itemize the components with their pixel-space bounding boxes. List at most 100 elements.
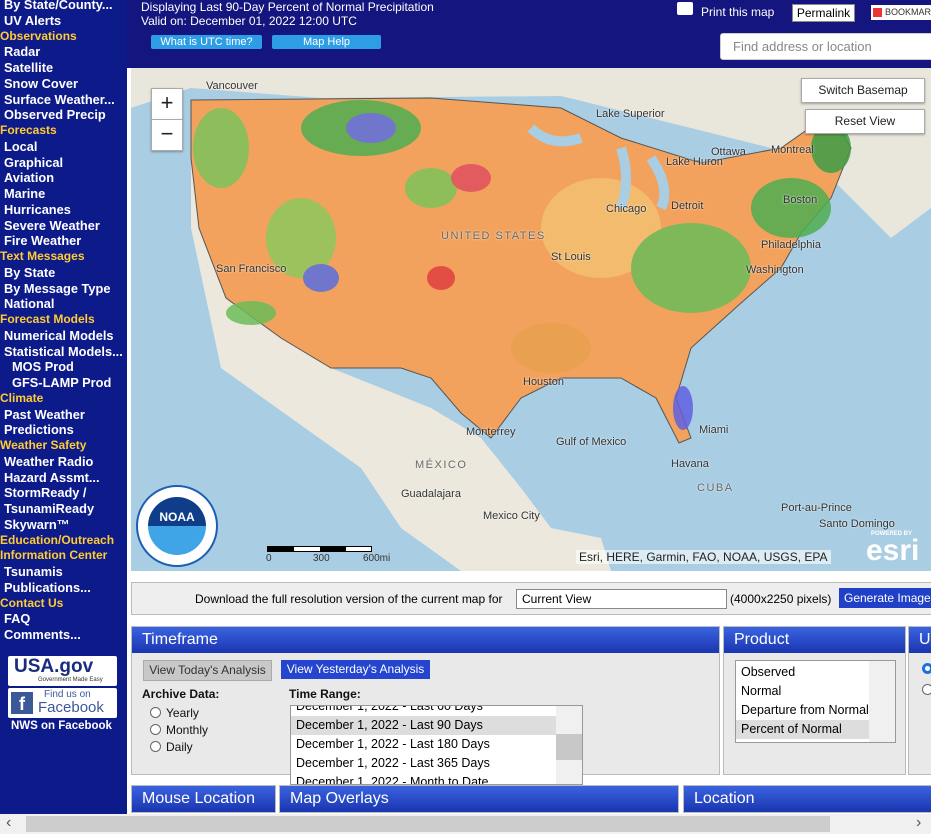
help-button[interactable]: Map Help (272, 35, 381, 49)
map-label: Detroit (671, 200, 704, 212)
product-option[interactable]: Observed (741, 665, 796, 679)
range-option[interactable]: December 1, 2022 - Last 365 Days (296, 756, 490, 770)
range-scrollbar[interactable] (556, 706, 582, 784)
map[interactable]: + − Switch Basemap Reset View NOAA 0 300… (131, 68, 931, 571)
nav-heading[interactable]: Climate (0, 390, 44, 405)
nav-link[interactable]: Publications... (4, 579, 91, 595)
facebook-icon: f (11, 692, 33, 714)
nav-link[interactable]: Weather Radio (4, 453, 94, 469)
product-list[interactable]: Observed Normal Departure from Normal Perce… (735, 660, 896, 743)
nav-link[interactable]: National (4, 296, 55, 312)
nav-heading[interactable]: Education/Outreach (0, 532, 115, 547)
nav-link[interactable]: Numerical Models (4, 327, 114, 343)
today-button[interactable]: View Today's Analysis (143, 660, 272, 681)
facebook-badge[interactable]: f Find us on Facebook (8, 688, 117, 718)
great-lakes (527, 124, 670, 211)
nav-link[interactable]: UV Alerts (4, 12, 62, 28)
h-scroll-thumb[interactable] (26, 816, 830, 832)
nav-link[interactable]: Hurricanes (4, 201, 71, 217)
zoom-in[interactable]: + (151, 88, 183, 120)
product-option[interactable]: Normal (741, 684, 782, 698)
product-option[interactable]: Percent of Normal (736, 720, 869, 739)
nav-link[interactable]: By State (4, 264, 56, 280)
nav-link[interactable]: Comments... (4, 627, 81, 642)
nav-heading[interactable]: Forecasts (0, 123, 57, 137)
range-list[interactable]: December 1, 2022 - Last 60 Days December … (290, 705, 583, 785)
range-option[interactable]: December 1, 2022 - Last 90 Days (291, 716, 556, 735)
print-icon[interactable] (677, 2, 693, 15)
nav-sublink[interactable]: GFS-LAMP Prod (12, 375, 112, 390)
nav-link[interactable]: Aviation (4, 170, 55, 186)
nav-link[interactable]: Tsunamis (4, 564, 63, 579)
nav-heading[interactable]: Information Center (0, 548, 108, 563)
product-scrollbar[interactable] (869, 661, 895, 742)
map-label: Houston (523, 376, 564, 388)
nav-link[interactable]: Predictions (4, 422, 74, 438)
archive-radio[interactable] (150, 741, 161, 752)
archive-option[interactable]: Daily (166, 740, 193, 754)
switch-basemap[interactable]: Switch Basemap (801, 78, 925, 103)
nav-heading[interactable]: Weather Safety (0, 438, 87, 452)
facebook-name: Facebook (38, 699, 104, 716)
nav-link[interactable]: Marine (4, 186, 46, 201)
nav-sublink[interactable]: MOS Prod (12, 359, 74, 375)
nav-heading[interactable]: Contact Us (0, 595, 64, 610)
range-option[interactable]: December 1, 2022 - Last 180 Days (296, 737, 490, 751)
nav-link[interactable]: Hazard Assmt... (4, 469, 100, 485)
search-box[interactable]: Find address or location (720, 33, 931, 60)
map-label: Santo Domingo (819, 518, 895, 530)
scale-bar (267, 546, 372, 552)
reset-view[interactable]: Reset View (805, 109, 925, 134)
archive-option[interactable]: Monthly (166, 723, 209, 737)
nav-link[interactable]: Observed Precip (4, 107, 106, 123)
range-option[interactable]: December 1, 2022 - Month to Date (296, 775, 489, 785)
nav-link[interactable]: FAQ (4, 611, 31, 627)
zoom-out[interactable]: − (151, 119, 183, 151)
nav-link[interactable]: Skywarn™ (4, 516, 70, 532)
nav-heading[interactable]: Text Messages (0, 249, 85, 263)
product-option[interactable]: Departure from Normal (741, 703, 869, 717)
print-link[interactable]: Print this map (701, 5, 775, 19)
nav-link[interactable]: Past Weather (4, 406, 85, 422)
bookmark[interactable]: BOOKMARK (871, 5, 931, 20)
usa-gov-badge[interactable]: USA.gov Government Made Easy (8, 656, 117, 686)
archive-option[interactable]: Yearly (166, 706, 199, 720)
nav-link[interactable]: Radar (4, 44, 41, 60)
nav-heading[interactable]: Observations (0, 28, 77, 43)
archive-radio[interactable] (150, 707, 161, 718)
map-label: St Louis (551, 251, 591, 263)
scroll-left[interactable]: ‹ (6, 814, 12, 831)
download-select[interactable]: Current View (516, 589, 727, 609)
map-label: Port-au-Prince (781, 502, 852, 514)
nav-link[interactable]: Graphical (4, 154, 64, 170)
permalink[interactable]: Permalink (792, 4, 855, 22)
nav-link[interactable]: By State/County... (4, 0, 113, 12)
units-radio[interactable] (922, 684, 931, 695)
scroll-thumb[interactable] (556, 734, 582, 760)
nav-link[interactable]: Severe Weather (4, 217, 100, 233)
generate-image[interactable]: Generate Image (839, 588, 931, 608)
range-option[interactable]: December 1, 2022 - Last 60 Days (296, 705, 483, 713)
yesterday-button[interactable]: View Yesterday's Analysis (281, 660, 430, 679)
nav-heading[interactable]: Forecast Models (0, 312, 95, 326)
location-panel: Location (683, 785, 931, 813)
map-label: Boston (783, 194, 818, 206)
nav-link[interactable]: Statistical Models... (4, 343, 123, 359)
h-scrollbar[interactable]: ‹ › (0, 814, 931, 834)
nav-link[interactable]: Surface Weather... (4, 91, 115, 107)
nav-link[interactable]: Fire Weather (4, 233, 82, 249)
units-radio[interactable] (922, 663, 931, 674)
nav-link[interactable]: Snow Cover (4, 75, 78, 91)
nav-link[interactable]: Local (4, 138, 38, 154)
utc-button[interactable]: What is UTC time? (151, 35, 262, 49)
nws-facebook[interactable]: NWS on Facebook (11, 720, 112, 732)
header: Displaying Last 90-Day Percent of Normal… (127, 0, 931, 68)
scroll-right[interactable]: › (916, 814, 922, 831)
panel-title: Location (684, 786, 931, 812)
nav-link[interactable]: By Message Type (4, 280, 111, 296)
nav-link[interactable]: Satellite (4, 60, 54, 75)
nav-link[interactable]: StormReady / TsunamiReady (4, 485, 95, 516)
archive-radio[interactable] (150, 724, 161, 735)
archive-label: Archive Data: (142, 687, 220, 701)
noaa-text: NOAA (148, 497, 206, 555)
